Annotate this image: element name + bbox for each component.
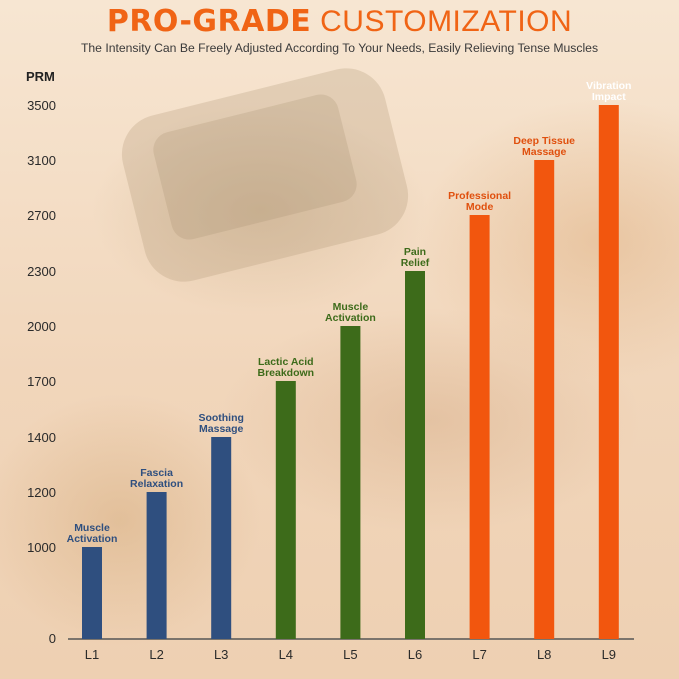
data-label-line: Relief xyxy=(401,257,430,269)
x-tick-label: L3 xyxy=(214,647,228,662)
x-tick-label: L8 xyxy=(537,647,551,662)
data-label: Pain Relief xyxy=(401,246,430,269)
data-label-line: Impact xyxy=(592,91,626,103)
data-label: Vibration Impact xyxy=(586,80,631,103)
data-label-line: Muscle xyxy=(74,522,110,534)
title-part-1: PRO-GRADE xyxy=(106,4,312,39)
page-title: PRO-GRADE CUSTOMIZATION xyxy=(0,4,679,39)
title-part-2: CUSTOMIZATION xyxy=(320,5,573,38)
y-axis-unit-label: PRM xyxy=(26,69,55,84)
x-tick-label: L7 xyxy=(472,647,486,662)
x-tick-label: L4 xyxy=(279,647,293,662)
y-tick-label: 2000 xyxy=(27,319,56,334)
bar xyxy=(598,105,619,639)
y-tick-label: 1000 xyxy=(27,540,56,555)
x-tick-label: L9 xyxy=(602,647,616,662)
y-tick-label: 1200 xyxy=(27,485,56,500)
bar xyxy=(275,381,296,639)
bar xyxy=(211,437,232,639)
data-label-line: Activation xyxy=(325,312,376,324)
y-tick-label: 3500 xyxy=(27,98,56,113)
data-label-line: Breakdown xyxy=(257,367,314,379)
bar xyxy=(146,492,167,639)
x-tick-label: L5 xyxy=(343,647,357,662)
data-label-line: Massage xyxy=(199,423,244,435)
bar xyxy=(469,215,490,639)
y-tick-label: 2700 xyxy=(27,208,56,223)
data-label: Muscle Activation xyxy=(67,522,118,545)
y-tick-label: 1400 xyxy=(27,430,56,445)
data-label-line: Lactic Acid xyxy=(258,356,314,368)
data-label-line: Relaxation xyxy=(130,478,183,490)
data-label-line: Pain xyxy=(404,246,426,258)
data-label-line: Muscle xyxy=(333,301,369,313)
data-label-line: Massage xyxy=(522,146,567,158)
y-tick-label: 3100 xyxy=(27,153,56,168)
data-label-line: Fascia xyxy=(140,467,173,479)
data-label: Deep Tissue Massage xyxy=(513,135,575,158)
data-label: Soothing Massage xyxy=(198,412,244,435)
y-tick-label: 2300 xyxy=(27,264,56,279)
x-tick-label: L1 xyxy=(85,647,99,662)
data-label: Fascia Relaxation xyxy=(130,467,183,490)
data-label: Muscle Activation xyxy=(325,301,376,324)
x-tick-label: L6 xyxy=(408,647,422,662)
bar xyxy=(534,160,555,639)
data-label-line: Professional xyxy=(448,190,511,202)
y-tick-label: 1700 xyxy=(27,374,56,389)
x-tick-label: L2 xyxy=(149,647,163,662)
data-label-line: Soothing xyxy=(198,412,244,424)
data-label: Professional Mode xyxy=(448,190,511,213)
data-label-line: Activation xyxy=(67,533,118,545)
y-tick-label: 0 xyxy=(49,631,56,646)
bar xyxy=(82,547,102,639)
data-label: Lactic Acid Breakdown xyxy=(257,356,314,379)
data-label-line: Deep Tissue xyxy=(513,135,575,147)
data-label-line: Vibration xyxy=(586,80,631,92)
data-label-line: Mode xyxy=(466,201,494,213)
bar xyxy=(340,326,361,639)
page-subtitle: The Intensity Can Be Freely Adjusted Acc… xyxy=(80,41,599,55)
bar xyxy=(405,271,425,639)
